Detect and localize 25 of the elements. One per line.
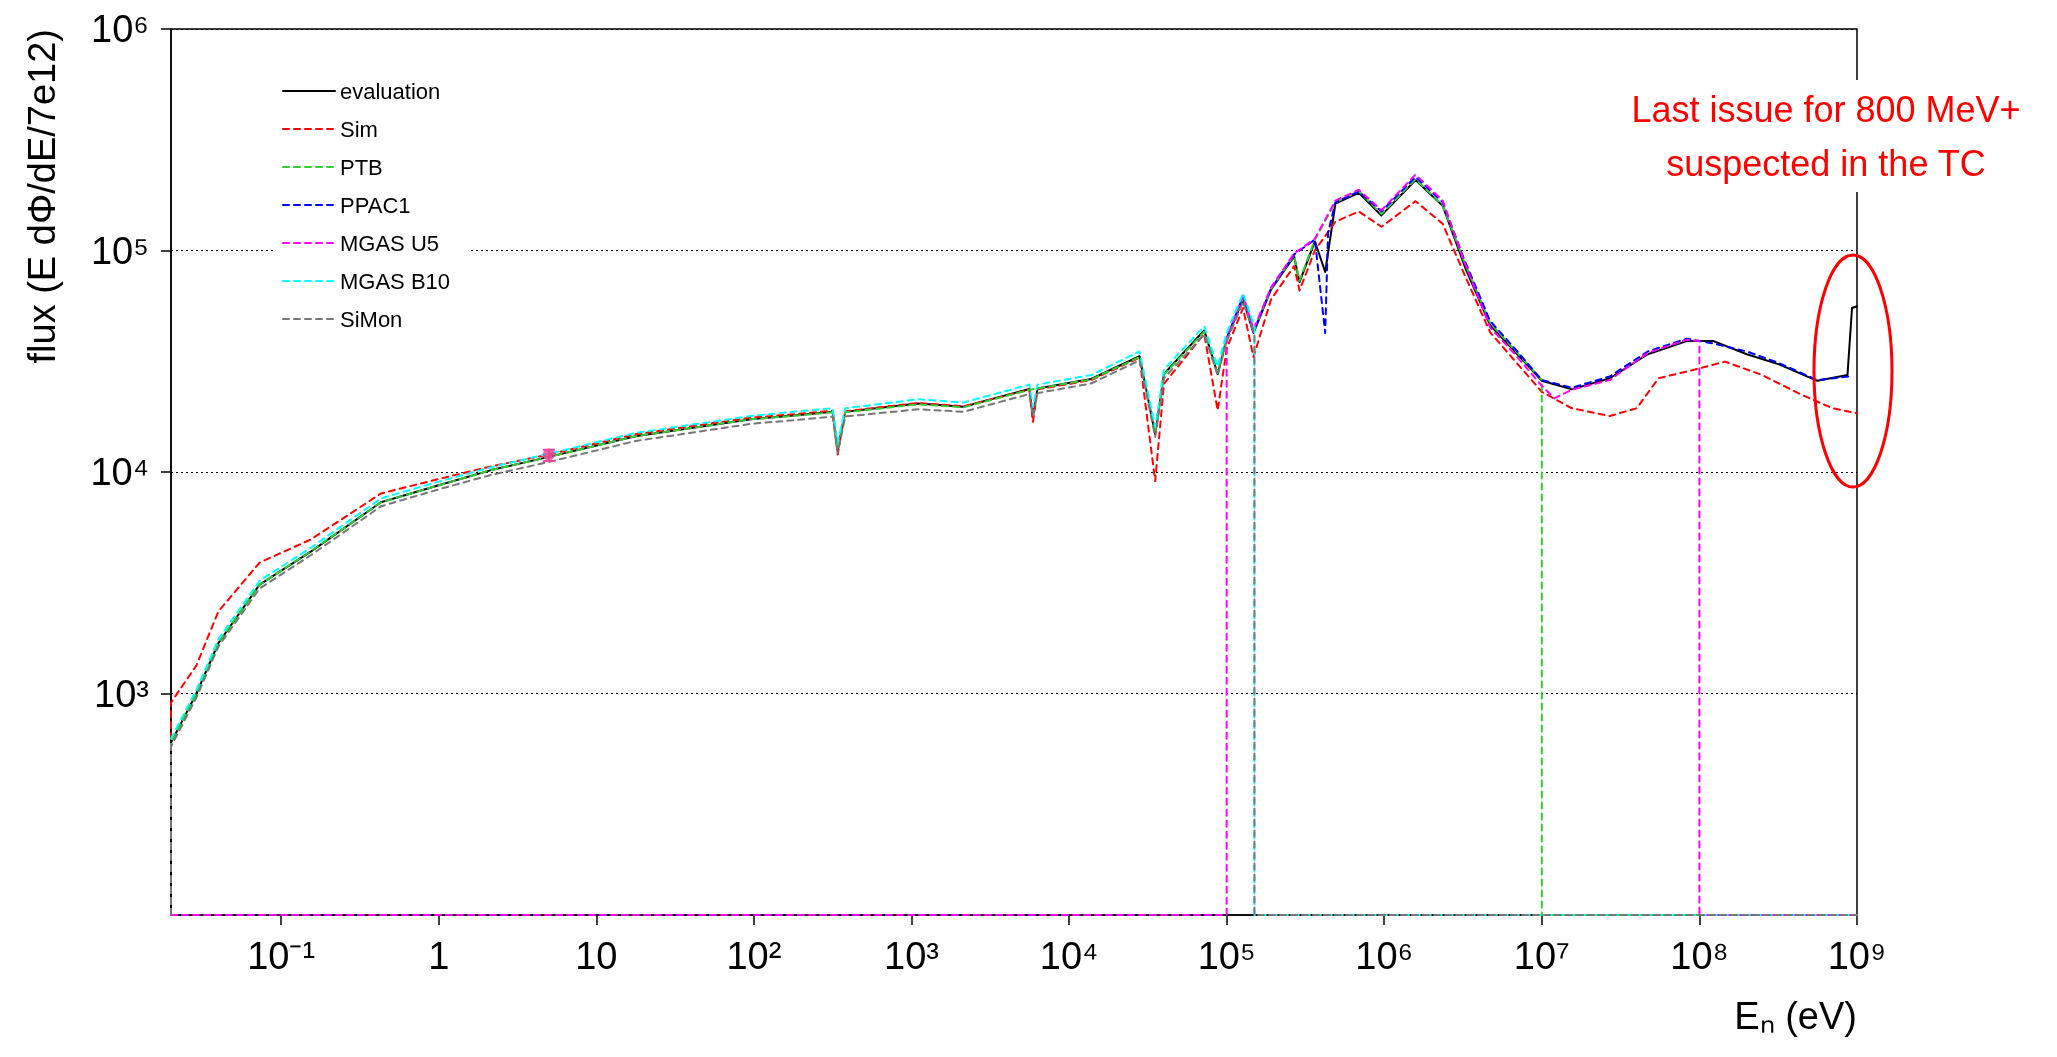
y-tick-label: 10⁵ xyxy=(90,229,149,272)
y-tick-label: 10⁶ xyxy=(91,8,149,50)
y-axis-title: flux (E dΦ/dE/7e12) xyxy=(21,29,63,364)
annotation: Last issue for 800 MeV+ suspected in the TC xyxy=(1631,88,2021,184)
x-axis-title: Eₙ (eV) xyxy=(1734,995,1857,1037)
x-tick-label: 10² xyxy=(726,935,782,977)
legend-label: MGAS U5 xyxy=(340,230,440,256)
legend-label: SiMon xyxy=(340,306,403,332)
x-tick-label: 10⁻¹ xyxy=(247,935,316,977)
legend-label: evaluation xyxy=(340,78,441,104)
x-tick-label: 10⁸ xyxy=(1670,935,1729,977)
x-tick-label: 10⁹ xyxy=(1827,935,1887,977)
x-tick-label: 10⁴ xyxy=(1039,935,1099,977)
y-tick-label: 10⁴ xyxy=(90,451,149,493)
x-tick-label: 10³ xyxy=(884,935,939,977)
legend-label: PTB xyxy=(340,154,383,180)
x-tick-label: 10⁶ xyxy=(1355,935,1414,977)
y-tick-label: 10³ xyxy=(94,672,149,715)
x-tick-label: 10⁷ xyxy=(1513,935,1570,977)
legend-label: PPAC1 xyxy=(340,192,411,218)
x-tick-label: 10⁵ xyxy=(1197,935,1256,977)
legend-label: MGAS B10 xyxy=(340,268,451,294)
x-tick-label: 10 xyxy=(575,935,618,977)
x-tick-label: 1 xyxy=(428,935,450,977)
legend-label: Sim xyxy=(340,116,378,142)
